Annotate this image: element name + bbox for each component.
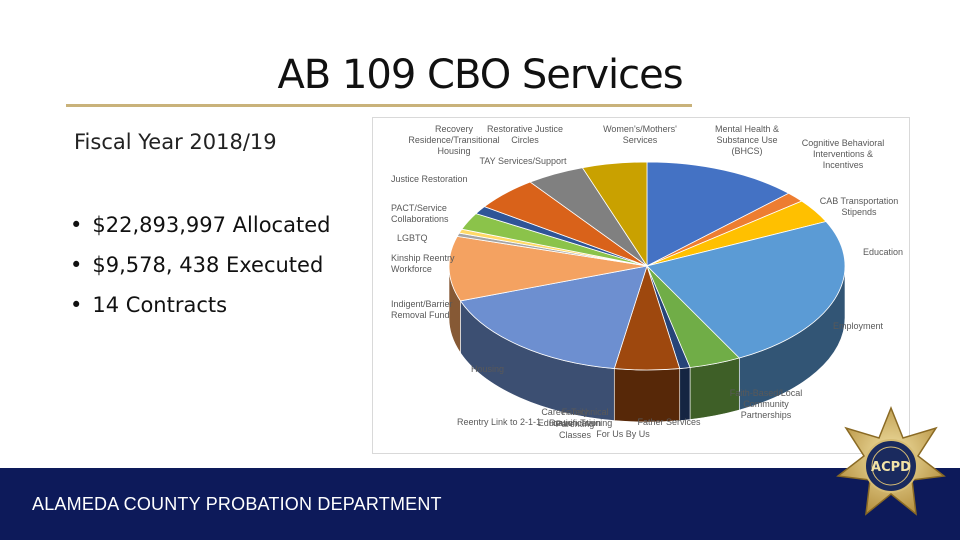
pie-slice-3 <box>646 221 846 359</box>
label-lgbtq: LGBTQ <box>397 233 428 243</box>
pie-slice-15 <box>581 161 648 268</box>
label-pact: PACT/Service Collaborations <box>391 203 449 224</box>
label-recovery: Recovery Residence/Transitional Housing <box>408 124 500 156</box>
footer-bar <box>0 468 960 540</box>
summary-bullets: $22,893,997 Allocated $9,578, 438 Execut… <box>70 208 330 328</box>
label-women: Women's/Mothers' Services <box>603 124 677 145</box>
footer-department-name: ALAMEDA COUNTY PROBATION DEPARTMENT <box>32 494 442 514</box>
badge-text: ACPD <box>871 460 911 475</box>
label-family-reunification: Family Reunification <box>548 407 602 428</box>
label-housing: Housing <box>471 364 505 374</box>
label-indigent: Indigent/Barrier Removal Fund <box>391 299 453 320</box>
fiscal-year-heading: Fiscal Year 2018/19 <box>74 130 277 154</box>
label-mental-health: Mental Health & Substance Use (BHCS) <box>714 124 780 156</box>
page-title: AB 109 CBO Services <box>277 52 683 98</box>
pie-chart <box>448 161 846 423</box>
label-father-services: Father Services <box>637 417 701 427</box>
pie-chart-frame: Recovery Residence/Transitional Housing … <box>372 117 910 454</box>
label-parenting: Parenting Classes <box>555 419 595 440</box>
acpd-star-badge-icon: ACPD <box>836 405 946 516</box>
label-faith-based: Faith-Based/Local Community Partnerships <box>729 388 803 420</box>
label-tay: TAY Services/Support <box>479 156 567 166</box>
label-reentry-link: Reentry Link to 2-1-1 <box>456 417 541 427</box>
bullet-executed: $9,578, 438 Executed <box>70 248 330 288</box>
pie-slice-side-6 <box>613 368 681 423</box>
title-underline <box>66 104 692 107</box>
bullet-allocated: $22,893,997 Allocated <box>70 208 330 248</box>
pie-slice-0 <box>646 161 790 267</box>
label-career-technical: Career Technical Education Training <box>537 407 613 428</box>
label-justice-restoration: Justice Restoration <box>391 174 468 184</box>
label-employment: Employment <box>832 321 883 331</box>
label-restorative: Restorative Justice Circles <box>486 124 564 145</box>
label-education: Education <box>862 247 903 257</box>
pie-slice-8 <box>448 235 648 302</box>
label-cab: CAB Transportation Stipends <box>819 196 899 217</box>
label-kinship: Kinship Reentry Workforce <box>391 253 455 274</box>
bullet-contracts: 14 Contracts <box>70 288 330 328</box>
label-cognitive: Cognitive Behavioral Interventions & Inc… <box>801 138 885 170</box>
pie-slice-7 <box>459 265 648 369</box>
pie-slice-side-5 <box>679 367 691 421</box>
label-for-us-by-us: For Us By Us <box>596 429 650 439</box>
